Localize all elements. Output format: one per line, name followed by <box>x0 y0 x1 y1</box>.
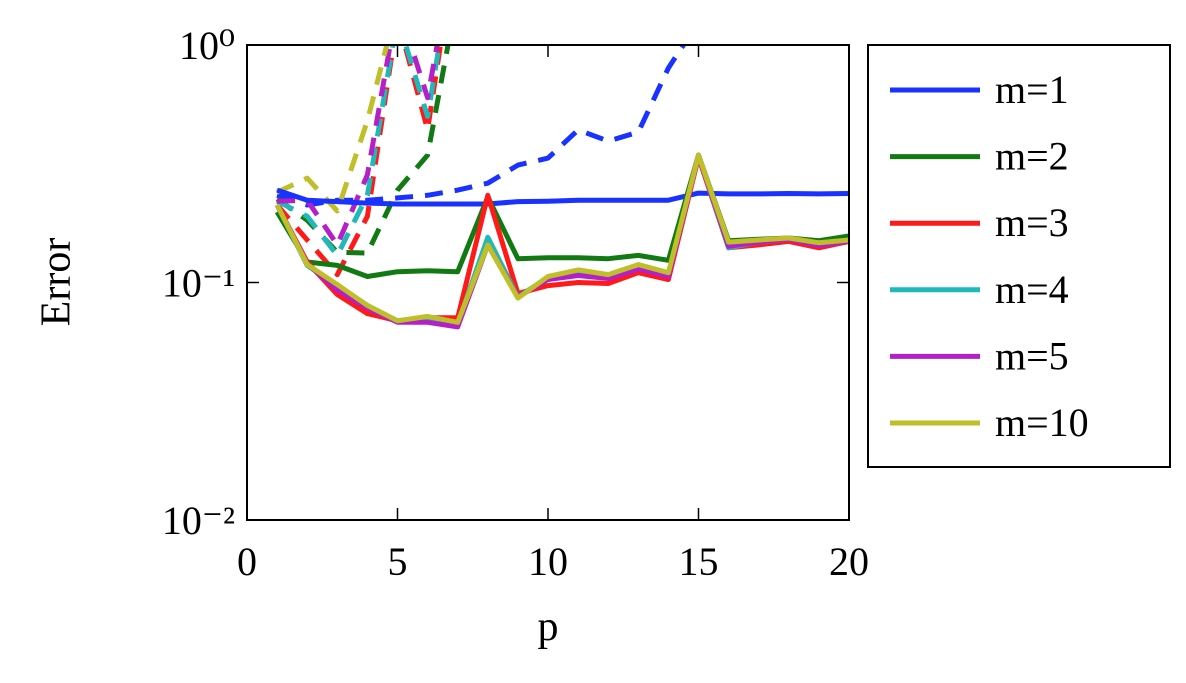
dashed-line <box>276 45 687 208</box>
dashed-line <box>275 45 442 258</box>
x-tick-label: 5 <box>388 539 408 584</box>
x-tick-label: 20 <box>829 539 869 584</box>
dashed-line <box>276 45 390 214</box>
legend-label: m=5 <box>995 333 1069 378</box>
y-tick-label: 10⁻¹ <box>162 261 235 306</box>
line <box>276 187 849 207</box>
y-tick-label: 10⁻² <box>162 498 235 543</box>
line <box>274 152 849 279</box>
legend-label: m=2 <box>995 134 1069 179</box>
y-axis-label: Error <box>34 238 80 327</box>
legend-label: m=3 <box>995 200 1069 245</box>
x-tick-label: 0 <box>237 539 257 584</box>
x-axis-label: p <box>538 604 559 650</box>
legend-label: m=4 <box>995 267 1069 312</box>
line <box>274 152 849 325</box>
x-tick-label: 15 <box>679 539 719 584</box>
x-tick-label: 10 <box>528 539 568 584</box>
legend-label: m=10 <box>995 400 1089 445</box>
plot-area <box>274 45 849 330</box>
legend-label: m=1 <box>995 67 1069 112</box>
dashed-line <box>275 45 444 278</box>
legend-box <box>867 44 1171 468</box>
y-tick-label: 10⁰ <box>179 23 235 68</box>
